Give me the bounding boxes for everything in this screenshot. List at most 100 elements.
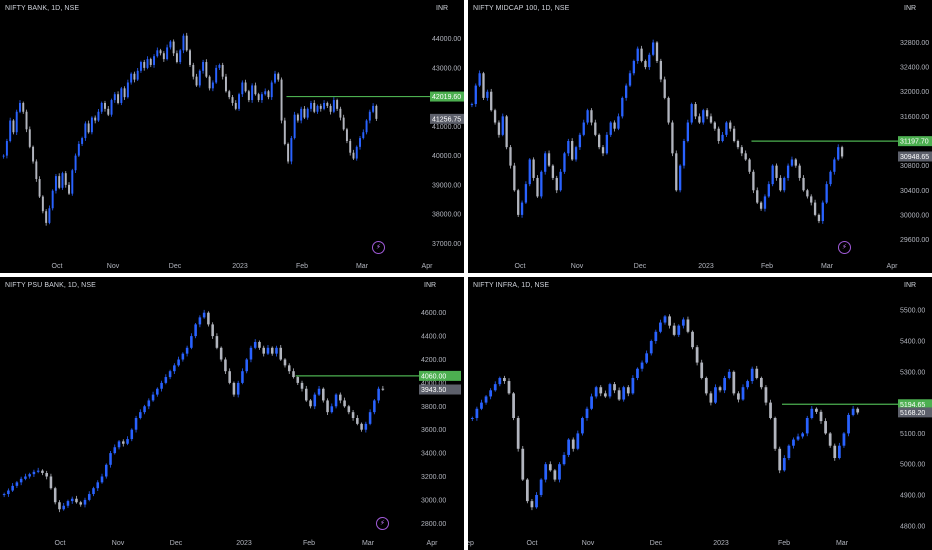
- candle: [64, 171, 67, 188]
- x-tick-label: Apr: [427, 540, 439, 547]
- candle: [497, 120, 501, 138]
- candle: [617, 387, 621, 401]
- candle: [599, 385, 603, 397]
- candle: [139, 409, 142, 420]
- x-tick-label: Nov: [112, 540, 125, 547]
- candle: [372, 103, 375, 114]
- candle: [810, 194, 813, 206]
- candle: [640, 45, 643, 63]
- candle: [24, 473, 27, 481]
- chart-svg: 32800.0032400.0032000.0031600.0031200.00…: [470, 39, 932, 270]
- x-tick-label: Oct: [515, 263, 526, 270]
- candle: [126, 436, 129, 446]
- candle: [677, 324, 681, 337]
- candle: [15, 480, 19, 488]
- candle: [309, 100, 312, 112]
- candle: [544, 462, 548, 483]
- candle: [744, 150, 747, 161]
- lightning-icon[interactable]: ⚡: [372, 241, 385, 254]
- candle: [748, 158, 751, 174]
- candle: [723, 375, 727, 394]
- candle: [775, 163, 778, 181]
- candle: [613, 382, 616, 394]
- candle: [671, 120, 674, 157]
- candle: [493, 381, 497, 392]
- candle: [659, 319, 662, 334]
- candle: [41, 195, 44, 214]
- currency-label: INR: [904, 282, 917, 289]
- candle: [211, 80, 214, 92]
- candle: [147, 398, 151, 410]
- candle: [539, 478, 543, 498]
- x-tick-label: 2023: [236, 540, 252, 547]
- currency-label: INR: [904, 5, 917, 12]
- candle: [368, 109, 371, 124]
- candle: [343, 397, 346, 408]
- candle: [759, 201, 763, 211]
- candle: [28, 126, 31, 149]
- chart-title: NIFTY MIDCAP 100, 1D, NSE: [473, 5, 570, 12]
- candle: [253, 339, 257, 350]
- last-price-tag: 3943.50: [419, 384, 461, 395]
- candle: [594, 385, 598, 399]
- x-tick-label: 2023: [713, 540, 729, 547]
- candle: [590, 393, 593, 411]
- candle: [478, 70, 481, 87]
- candle: [755, 365, 759, 380]
- candle: [75, 495, 78, 504]
- candle: [493, 108, 497, 125]
- candle: [11, 483, 14, 492]
- x-tick-label: Dec: [170, 540, 183, 547]
- x-tick-label: 2023: [698, 263, 714, 270]
- candle: [702, 108, 705, 125]
- candle: [759, 376, 763, 390]
- candle: [221, 62, 224, 80]
- candle: [336, 98, 339, 111]
- last-price-tag: 41256.75: [430, 113, 464, 124]
- candle: [134, 415, 138, 433]
- candle: [714, 384, 717, 405]
- y-tick-label: 3600.00: [421, 427, 446, 434]
- y-tick-label: 32000.00: [900, 89, 929, 96]
- candle: [169, 40, 172, 50]
- candle: [202, 309, 206, 319]
- candle: [249, 345, 253, 363]
- candle: [262, 345, 265, 357]
- candle: [779, 175, 782, 192]
- candle: [636, 367, 639, 381]
- candle: [257, 92, 260, 103]
- chart-title: NIFTY BANK, 1D, NSE: [5, 5, 80, 12]
- lightning-icon[interactable]: ⚡: [376, 517, 389, 530]
- candle: [624, 83, 628, 101]
- candle: [501, 113, 504, 137]
- candle: [58, 500, 61, 513]
- candle: [682, 138, 686, 169]
- chart-title: NIFTY INFRA, 1D, NSE: [473, 282, 550, 289]
- x-tick-label: Nov: [571, 263, 584, 270]
- candle: [771, 164, 774, 187]
- candle: [264, 88, 267, 96]
- y-tick-label: 4200.00: [421, 357, 446, 364]
- candle: [817, 213, 821, 224]
- candle: [287, 142, 290, 164]
- y-tick-label: 4800.00: [900, 523, 925, 530]
- svg-text:30948.65: 30948.65: [900, 154, 929, 161]
- candle: [796, 433, 800, 441]
- candle: [644, 59, 647, 70]
- candle: [182, 33, 185, 54]
- last-price-tag: 5168.20: [898, 407, 932, 418]
- candle: [521, 445, 525, 481]
- candle: [551, 164, 555, 181]
- candle: [254, 82, 257, 96]
- candle: [83, 497, 87, 508]
- candle: [107, 106, 110, 117]
- candle: [306, 107, 309, 120]
- y-tick-label: 43000.00: [432, 65, 461, 72]
- candle: [717, 126, 720, 144]
- candle: [168, 369, 172, 380]
- candle: [375, 104, 378, 121]
- candle: [179, 48, 182, 65]
- candle: [767, 181, 770, 198]
- candle: [151, 391, 155, 402]
- lightning-icon[interactable]: ⚡: [838, 241, 851, 254]
